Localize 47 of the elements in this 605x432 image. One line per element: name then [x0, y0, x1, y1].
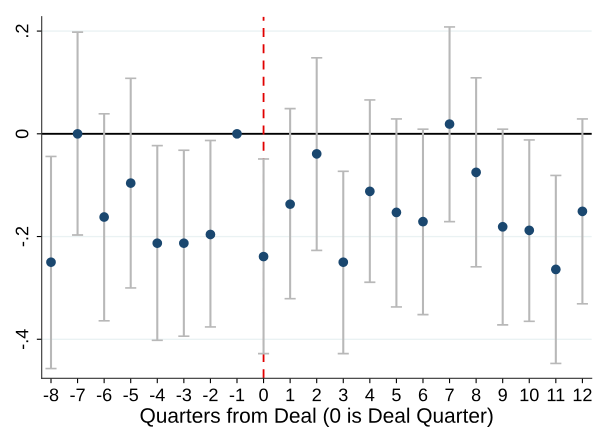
point: [285, 199, 295, 210]
point: [338, 257, 348, 268]
x-tick-label: 11: [548, 388, 564, 402]
x-tick-label: -7: [70, 388, 85, 402]
point: [471, 167, 481, 178]
y-tick-label: 0: [16, 129, 28, 138]
point: [364, 186, 375, 196]
x-tick-label: 6: [418, 388, 428, 402]
x-tick-label: -3: [176, 388, 192, 402]
point: [392, 208, 402, 218]
point: [418, 216, 428, 226]
x-axis-title: Quarters from Deal (0 is Deal Quarter): [140, 408, 493, 428]
point: [126, 178, 136, 188]
x-tick-label: -1: [230, 388, 244, 402]
x-tick-label: 5: [392, 388, 401, 402]
x-tick-label: -4: [150, 388, 165, 402]
x-tick-label: 12: [574, 388, 592, 402]
y-tick-label: -.2: [16, 226, 28, 246]
point: [550, 264, 561, 274]
point: [46, 257, 56, 268]
x-tick-label: 4: [365, 388, 374, 402]
x-tick-label: 7: [445, 388, 454, 402]
point: [498, 222, 508, 232]
point: [578, 206, 588, 216]
point: [178, 238, 189, 248]
y-tick-label: -.4: [16, 329, 28, 349]
point: [72, 128, 82, 139]
point: [152, 238, 162, 248]
point: [312, 148, 322, 159]
x-tick-label: -2: [203, 388, 218, 402]
point: [524, 226, 534, 236]
x-tick-label: 3: [338, 388, 348, 402]
point: [444, 119, 454, 129]
x-tick-label: 2: [312, 388, 321, 402]
x-tick-label: 9: [498, 388, 507, 402]
point: [206, 230, 216, 240]
point: [99, 212, 109, 222]
point: [232, 128, 242, 139]
x-tick-label: 0: [259, 388, 268, 402]
x-tick-label: -5: [123, 388, 138, 402]
y-tick-label: .2: [16, 24, 28, 37]
x-tick-label: 8: [472, 388, 480, 402]
x-tick-label: -8: [44, 388, 58, 402]
x-tick-label: -6: [96, 388, 112, 402]
x-tick-label: 1: [286, 388, 294, 402]
point: [258, 252, 268, 262]
x-tick-label: 10: [520, 388, 539, 402]
